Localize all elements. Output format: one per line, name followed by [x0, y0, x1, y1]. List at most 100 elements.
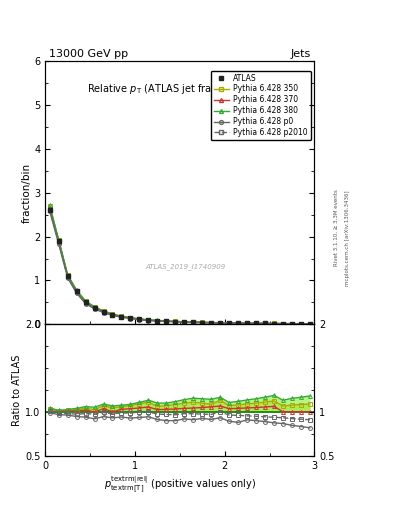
Pythia 6.428 350 — [308, 321, 312, 327]
Line: Pythia 6.428 350: Pythia 6.428 350 — [48, 204, 312, 326]
Pythia 6.428 p2010 — [272, 321, 276, 327]
Pythia 6.428 370 — [227, 320, 231, 326]
Pythia 6.428 380 — [83, 298, 88, 304]
Pythia 6.428 p0 — [65, 275, 70, 281]
Pythia 6.428 370 — [182, 319, 187, 325]
ATLAS — [281, 321, 285, 327]
Line: ATLAS: ATLAS — [47, 208, 312, 326]
Pythia 6.428 370 — [137, 316, 142, 322]
Pythia 6.428 350 — [128, 314, 133, 321]
Pythia 6.428 380 — [236, 320, 241, 326]
ATLAS — [92, 305, 97, 311]
Pythia 6.428 350 — [281, 321, 285, 327]
Pythia 6.428 p2010 — [290, 321, 294, 327]
Pythia 6.428 370 — [110, 312, 115, 318]
ATLAS — [308, 321, 312, 327]
Pythia 6.428 370 — [119, 313, 124, 319]
ATLAS — [173, 318, 178, 325]
Text: Rivet 3.1.10, ≥ 3.3M events: Rivet 3.1.10, ≥ 3.3M events — [334, 189, 338, 266]
Pythia 6.428 p0 — [218, 320, 222, 326]
Pythia 6.428 350 — [119, 313, 124, 319]
Pythia 6.428 350 — [290, 321, 294, 327]
Pythia 6.428 370 — [65, 272, 70, 279]
Pythia 6.428 350 — [65, 272, 70, 279]
Pythia 6.428 350 — [137, 316, 142, 322]
Pythia 6.428 p2010 — [308, 321, 312, 327]
Pythia 6.428 p0 — [209, 320, 213, 326]
ATLAS — [218, 320, 222, 326]
Pythia 6.428 p0 — [137, 317, 142, 323]
Text: ATLAS_2019_I1740909: ATLAS_2019_I1740909 — [145, 263, 225, 270]
ATLAS — [254, 321, 259, 327]
Pythia 6.428 p2010 — [254, 321, 259, 327]
Pythia 6.428 370 — [56, 238, 61, 244]
Pythia 6.428 p0 — [245, 321, 250, 327]
Pythia 6.428 p0 — [146, 317, 151, 324]
Pythia 6.428 380 — [155, 317, 160, 324]
Pythia 6.428 380 — [263, 321, 267, 327]
Pythia 6.428 380 — [191, 319, 196, 325]
Pythia 6.428 p0 — [281, 321, 285, 327]
Pythia 6.428 p2010 — [281, 321, 285, 327]
Line: Pythia 6.428 p0: Pythia 6.428 p0 — [48, 209, 312, 326]
ATLAS — [209, 319, 213, 326]
ATLAS — [146, 317, 151, 324]
Pythia 6.428 p2010 — [182, 319, 187, 325]
ATLAS — [47, 207, 52, 214]
Pythia 6.428 p0 — [227, 320, 231, 326]
Line: Pythia 6.428 370: Pythia 6.428 370 — [48, 207, 312, 326]
Pythia 6.428 370 — [209, 319, 213, 326]
Pythia 6.428 380 — [74, 287, 79, 293]
Pythia 6.428 350 — [254, 320, 259, 326]
Pythia 6.428 380 — [173, 318, 178, 325]
Pythia 6.428 350 — [155, 317, 160, 324]
ATLAS — [245, 320, 250, 326]
Pythia 6.428 370 — [281, 321, 285, 327]
Y-axis label: fraction/bin: fraction/bin — [21, 163, 31, 223]
Line: Pythia 6.428 p2010: Pythia 6.428 p2010 — [48, 207, 312, 326]
Pythia 6.428 p2010 — [146, 317, 151, 324]
Pythia 6.428 p0 — [155, 318, 160, 324]
Legend: ATLAS, Pythia 6.428 350, Pythia 6.428 370, Pythia 6.428 380, Pythia 6.428 p0, Py: ATLAS, Pythia 6.428 350, Pythia 6.428 37… — [211, 71, 310, 140]
Pythia 6.428 370 — [146, 317, 151, 323]
Pythia 6.428 350 — [272, 321, 276, 327]
Pythia 6.428 p2010 — [236, 320, 241, 326]
Pythia 6.428 p0 — [299, 321, 303, 327]
Pythia 6.428 p0 — [74, 290, 79, 296]
Pythia 6.428 350 — [74, 287, 79, 293]
Pythia 6.428 p0 — [164, 318, 169, 325]
Text: Jets: Jets — [290, 49, 310, 59]
Pythia 6.428 p0 — [191, 319, 196, 326]
Pythia 6.428 p2010 — [137, 316, 142, 323]
Pythia 6.428 350 — [200, 319, 205, 326]
Pythia 6.428 p2010 — [155, 318, 160, 324]
ATLAS — [182, 319, 187, 325]
Pythia 6.428 p0 — [101, 310, 106, 316]
Pythia 6.428 350 — [299, 321, 303, 327]
Pythia 6.428 380 — [137, 316, 142, 322]
Pythia 6.428 370 — [218, 320, 222, 326]
Pythia 6.428 380 — [119, 313, 124, 319]
Pythia 6.428 p2010 — [110, 312, 115, 318]
Pythia 6.428 350 — [227, 320, 231, 326]
Pythia 6.428 370 — [254, 321, 259, 327]
Pythia 6.428 370 — [299, 321, 303, 327]
Pythia 6.428 350 — [47, 203, 52, 209]
Text: 13000 GeV pp: 13000 GeV pp — [49, 49, 128, 59]
ATLAS — [110, 312, 115, 318]
Pythia 6.428 370 — [173, 318, 178, 325]
Pythia 6.428 p2010 — [299, 321, 303, 327]
Pythia 6.428 p2010 — [173, 318, 178, 325]
ATLAS — [191, 319, 196, 325]
ATLAS — [299, 321, 303, 327]
Pythia 6.428 370 — [74, 288, 79, 294]
Pythia 6.428 350 — [146, 317, 151, 323]
Pythia 6.428 350 — [56, 237, 61, 243]
Pythia 6.428 370 — [101, 309, 106, 315]
Pythia 6.428 p2010 — [119, 314, 124, 320]
Pythia 6.428 p0 — [200, 319, 205, 326]
Pythia 6.428 380 — [164, 318, 169, 324]
ATLAS — [83, 300, 88, 306]
Pythia 6.428 350 — [101, 308, 106, 314]
Pythia 6.428 380 — [128, 314, 133, 321]
